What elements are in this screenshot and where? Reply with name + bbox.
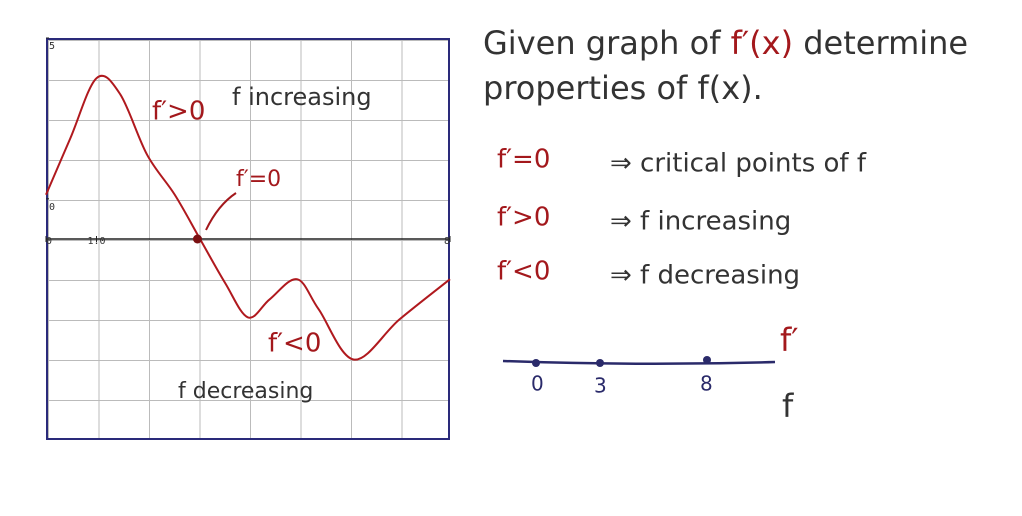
x-tick-label: 1.0 [87,236,105,247]
number-line-dot [532,359,540,367]
annotation: f′>0 [152,97,205,127]
number-line-bottom: f [782,387,794,425]
number-line-dot [596,359,604,367]
number-line-dot [703,356,711,364]
y-tick-label: 5 [49,41,55,52]
title-part: determine [793,24,968,62]
number-line-label: 8 [700,372,713,396]
number-line [502,359,776,366]
number-line-label: 0 [531,372,544,396]
rule-condition: f′=0 [497,145,550,175]
y-tick-label: 0 [49,202,55,213]
annotation: f decreasing [178,379,313,404]
title-part: Given graph of [483,24,731,62]
annotation: f increasing [232,83,372,111]
rule-condition: f′<0 [497,257,550,287]
title-line-1: Given graph of f′(x) determine [483,24,968,62]
rule-result: ⇒ critical points of f [610,149,867,179]
x-tick-label: 8 [444,236,450,247]
rule-result: ⇒ f decreasing [610,261,800,291]
title-part: f′(x) [731,24,793,62]
rule-result: ⇒ f increasing [610,207,791,237]
annotation: f′<0 [268,329,321,359]
rule-condition: f′>0 [497,203,550,233]
annotation: f′=0 [236,167,281,192]
number-line-top: f′ [780,321,799,359]
critical-point [193,234,202,244]
number-line-label: 3 [594,374,607,398]
x-tick-label: 0 [46,236,52,247]
title-line-2: properties of f(x). [483,69,763,107]
curve [45,74,451,361]
annotation-arrow [205,192,237,231]
